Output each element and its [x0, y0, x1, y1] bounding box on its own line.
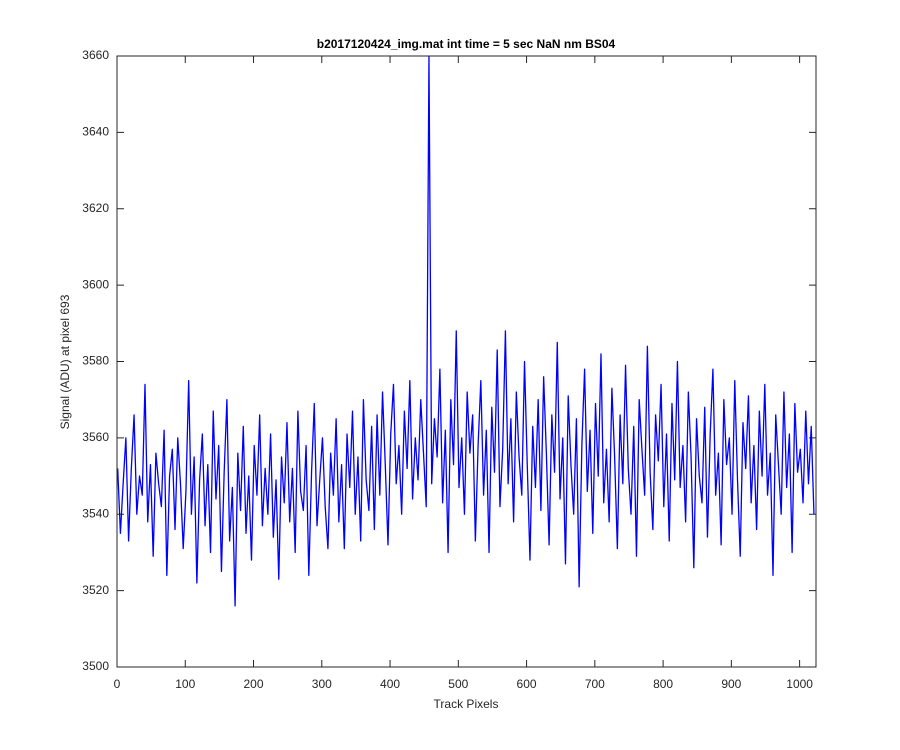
y-tick-label: 3620 — [82, 201, 109, 215]
x-tick-label: 600 — [517, 677, 537, 691]
data-line — [117, 56, 815, 607]
y-tick-label: 3660 — [82, 48, 109, 62]
x-tick-label: 700 — [585, 677, 605, 691]
x-tick-label: 800 — [653, 677, 673, 691]
x-tick-label: 300 — [312, 677, 332, 691]
chart-title: b2017120424_img.mat int time = 5 sec NaN… — [317, 37, 616, 51]
x-tick-label: 200 — [244, 677, 264, 691]
x-tick-label: 0 — [114, 677, 121, 691]
y-tick-label: 3560 — [82, 430, 109, 444]
x-tick-label: 1000 — [786, 677, 813, 691]
x-tick-label: 900 — [721, 677, 741, 691]
y-tick-label: 3520 — [82, 583, 109, 597]
y-tick-label: 3640 — [82, 125, 109, 139]
x-tick-label: 400 — [380, 677, 400, 691]
y-tick-label: 3540 — [82, 506, 109, 520]
y-tick-label: 3580 — [82, 354, 109, 368]
x-tick-label: 100 — [175, 677, 195, 691]
x-axis-label: Track Pixels — [434, 697, 499, 711]
axes-box — [116, 55, 817, 668]
y-axis-label: Signal (ADU) at pixel 693 — [58, 294, 72, 429]
x-tick-label: 500 — [448, 677, 468, 691]
y-tick-label: 3500 — [82, 659, 109, 673]
y-tick-label: 3600 — [82, 277, 109, 291]
plot-area — [117, 56, 815, 607]
